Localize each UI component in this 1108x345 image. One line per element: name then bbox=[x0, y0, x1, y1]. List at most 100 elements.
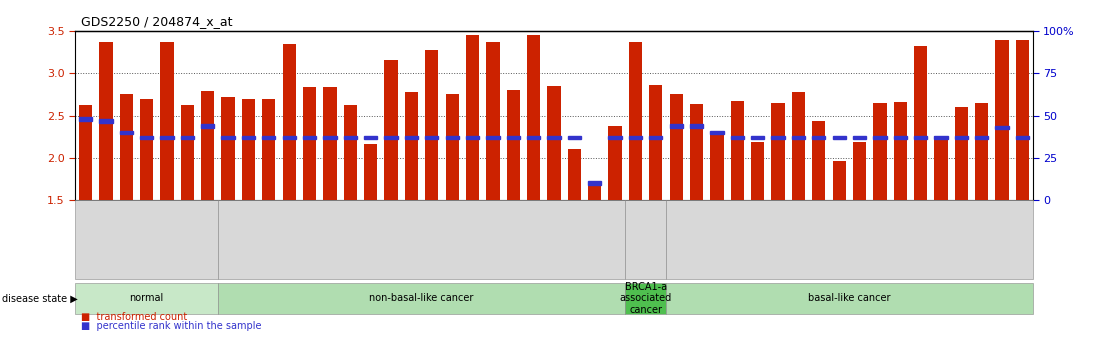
Text: disease state ▶: disease state ▶ bbox=[2, 294, 78, 303]
Bar bbox=[242, 99, 255, 200]
Bar bbox=[161, 136, 174, 139]
Bar bbox=[425, 50, 439, 200]
Bar bbox=[404, 136, 418, 139]
Bar bbox=[771, 103, 784, 200]
Bar bbox=[527, 136, 541, 139]
Bar bbox=[894, 136, 906, 139]
Bar bbox=[384, 60, 398, 200]
Bar bbox=[202, 91, 214, 200]
Bar bbox=[669, 95, 683, 200]
Bar bbox=[263, 99, 276, 200]
Bar bbox=[730, 101, 743, 200]
Bar bbox=[649, 85, 663, 200]
Bar bbox=[506, 136, 520, 139]
Bar bbox=[283, 136, 296, 139]
Bar bbox=[995, 40, 1008, 200]
Bar bbox=[975, 136, 988, 139]
Bar bbox=[873, 136, 886, 139]
Bar bbox=[710, 131, 724, 134]
Bar bbox=[894, 102, 906, 200]
Bar bbox=[302, 136, 316, 139]
Bar bbox=[527, 35, 541, 200]
Bar bbox=[914, 136, 927, 139]
Bar bbox=[975, 103, 988, 200]
Bar bbox=[547, 136, 561, 139]
Bar bbox=[384, 136, 398, 139]
Bar bbox=[222, 136, 235, 139]
Text: ■  transformed count: ■ transformed count bbox=[81, 313, 187, 322]
Bar bbox=[812, 136, 825, 139]
Bar bbox=[955, 107, 968, 200]
Bar bbox=[79, 106, 92, 200]
Bar bbox=[140, 136, 153, 139]
Bar bbox=[608, 136, 622, 139]
Bar bbox=[771, 136, 784, 139]
Bar bbox=[1016, 136, 1029, 139]
Bar bbox=[343, 105, 357, 200]
Bar bbox=[588, 181, 602, 200]
Bar bbox=[853, 136, 866, 139]
Bar bbox=[751, 136, 765, 139]
Bar bbox=[547, 86, 561, 200]
Bar bbox=[120, 95, 133, 200]
Bar bbox=[853, 142, 866, 200]
Bar bbox=[324, 136, 337, 139]
Bar bbox=[567, 136, 581, 139]
Bar bbox=[202, 124, 214, 128]
Bar bbox=[873, 103, 886, 200]
Bar bbox=[365, 136, 378, 139]
Bar bbox=[324, 87, 337, 200]
Bar bbox=[161, 42, 174, 200]
Bar bbox=[608, 126, 622, 200]
Bar bbox=[365, 144, 378, 200]
Bar bbox=[120, 131, 133, 134]
Bar bbox=[751, 142, 765, 200]
Bar bbox=[486, 42, 500, 200]
Bar bbox=[995, 126, 1008, 129]
Bar bbox=[934, 136, 947, 139]
Bar bbox=[302, 87, 316, 200]
Bar bbox=[690, 104, 704, 200]
Bar bbox=[629, 42, 643, 200]
Bar bbox=[792, 136, 806, 139]
Bar bbox=[730, 136, 743, 139]
Bar bbox=[100, 119, 113, 122]
Bar bbox=[792, 92, 806, 200]
Bar bbox=[486, 136, 500, 139]
Bar bbox=[222, 97, 235, 200]
Bar bbox=[263, 136, 276, 139]
Bar bbox=[690, 124, 704, 128]
Bar bbox=[283, 44, 296, 200]
Bar bbox=[100, 42, 113, 200]
Bar bbox=[955, 136, 968, 139]
Bar bbox=[506, 90, 520, 200]
Bar bbox=[79, 117, 92, 121]
Text: basal-like cancer: basal-like cancer bbox=[808, 294, 891, 303]
Bar bbox=[914, 46, 927, 200]
Bar bbox=[181, 106, 194, 200]
Bar bbox=[710, 132, 724, 200]
Text: GDS2250 / 204874_x_at: GDS2250 / 204874_x_at bbox=[81, 14, 233, 28]
Bar bbox=[465, 35, 479, 200]
Bar bbox=[934, 136, 947, 200]
Bar bbox=[140, 99, 153, 200]
Bar bbox=[445, 95, 459, 200]
Bar bbox=[404, 92, 418, 200]
Bar bbox=[425, 136, 439, 139]
Bar bbox=[1016, 40, 1029, 200]
Bar bbox=[649, 136, 663, 139]
Text: non-basal-like cancer: non-basal-like cancer bbox=[369, 294, 474, 303]
Text: BRCA1-a
associated
cancer: BRCA1-a associated cancer bbox=[619, 282, 671, 315]
Bar bbox=[669, 124, 683, 128]
Bar bbox=[567, 149, 581, 200]
Bar bbox=[343, 136, 357, 139]
Bar bbox=[812, 121, 825, 200]
Bar bbox=[629, 136, 643, 139]
Bar bbox=[832, 161, 845, 200]
Bar bbox=[242, 136, 255, 139]
Bar bbox=[588, 181, 602, 185]
Text: ■  percentile rank within the sample: ■ percentile rank within the sample bbox=[81, 321, 261, 331]
Bar bbox=[445, 136, 459, 139]
Bar bbox=[181, 136, 194, 139]
Text: normal: normal bbox=[130, 294, 164, 303]
